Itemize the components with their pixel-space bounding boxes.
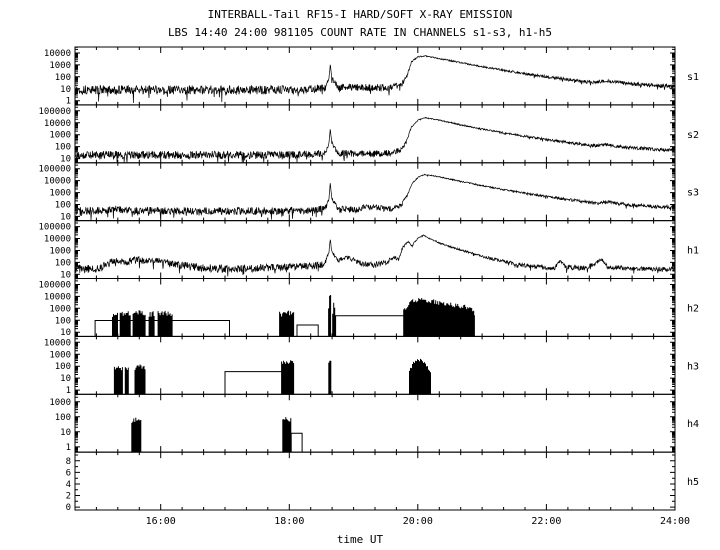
y-tick-label: 100 <box>55 362 71 372</box>
y-tick-label: 0 <box>66 503 71 513</box>
panel-s1: 10000 1000 100 10 1 s1 <box>44 46 699 107</box>
y-tick-label: 100000 <box>38 165 71 175</box>
y-tick-label: 6 <box>66 468 71 478</box>
y-tick-label: 10000 <box>44 177 71 187</box>
y-tick-label: 100 <box>55 201 71 211</box>
panel-label-h4: h4 <box>687 419 699 430</box>
panel-h4: 1000 100 10 1 h4 <box>49 393 699 453</box>
y-tick-label: 1000 <box>49 61 71 71</box>
y-tick-label: 10 <box>60 374 71 384</box>
y-tick-label: 100 <box>55 316 71 326</box>
panel-label-h2: h2 <box>687 303 699 314</box>
panel-label-s2: s2 <box>687 130 699 141</box>
x-tick-label: 16:00 <box>146 516 176 527</box>
panel-s2: 100000 10000 1000 100 10 s2 <box>38 104 699 165</box>
y-tick-label: 10000 <box>44 292 71 302</box>
y-tick-label: 1000 <box>49 247 71 257</box>
y-tick-label: 10000 <box>44 235 71 245</box>
x-tick-label: 20:00 <box>403 516 433 527</box>
chart-title: INTERBALL-Tail RF15-I HARD/SOFT X-RAY EM… <box>207 8 513 21</box>
y-tick-label: 10000 <box>44 338 71 348</box>
y-tick-label: 1000 <box>49 350 71 360</box>
y-tick-label: 1 <box>66 386 71 396</box>
panel-label-h1: h1 <box>687 246 699 257</box>
y-tick-label: 1000 <box>49 398 71 408</box>
y-tick-label: 100 <box>55 73 71 83</box>
x-tick-label: 24:00 <box>660 516 690 527</box>
y-tick-label: 2 <box>66 492 71 502</box>
y-tick-label: 100 <box>55 258 71 268</box>
y-tick-label: 10 <box>60 328 71 338</box>
y-tick-label: 1 <box>66 443 71 453</box>
y-tick-label: 1000 <box>49 131 71 141</box>
panel-label-s3: s3 <box>687 188 699 199</box>
x-tick-label: 18:00 <box>274 516 304 527</box>
x-tick-label: 22:00 <box>531 516 561 527</box>
y-tick-label: 10 <box>60 270 71 280</box>
y-tick-label: 4 <box>66 480 71 490</box>
y-tick-label: 1 <box>66 97 71 107</box>
y-tick-label: 10000 <box>44 119 71 129</box>
y-tick-label: 100 <box>55 143 71 153</box>
y-tick-label: 100 <box>55 413 71 423</box>
y-tick-label: 1000 <box>49 304 71 314</box>
y-tick-label: 100000 <box>38 281 71 291</box>
panel-label-s1: s1 <box>687 72 699 83</box>
y-tick-label: 10 <box>60 428 71 438</box>
panel-label-h5: h5 <box>687 477 699 488</box>
chart-subtitle: LBS 14:40 24:00 981105 COUNT RATE IN CHA… <box>167 26 553 39</box>
x-axis-label: time UT <box>336 533 384 546</box>
panel-label-h3: h3 <box>687 361 699 372</box>
y-tick-label: 10 <box>60 212 71 222</box>
panel-h5: 86 4 20 h5 <box>66 451 699 513</box>
y-tick-label: 100000 <box>38 107 71 117</box>
y-tick-label: 1000 <box>49 189 71 199</box>
y-tick-label: 10 <box>60 85 71 95</box>
y-tick-label: 100000 <box>38 223 71 233</box>
y-tick-label: 10000 <box>44 49 71 59</box>
y-tick-label: 8 <box>66 457 71 467</box>
panel-h3: 10000 1000 100 10 1 h3 <box>44 335 699 396</box>
y-tick-label: 10 <box>60 155 71 165</box>
